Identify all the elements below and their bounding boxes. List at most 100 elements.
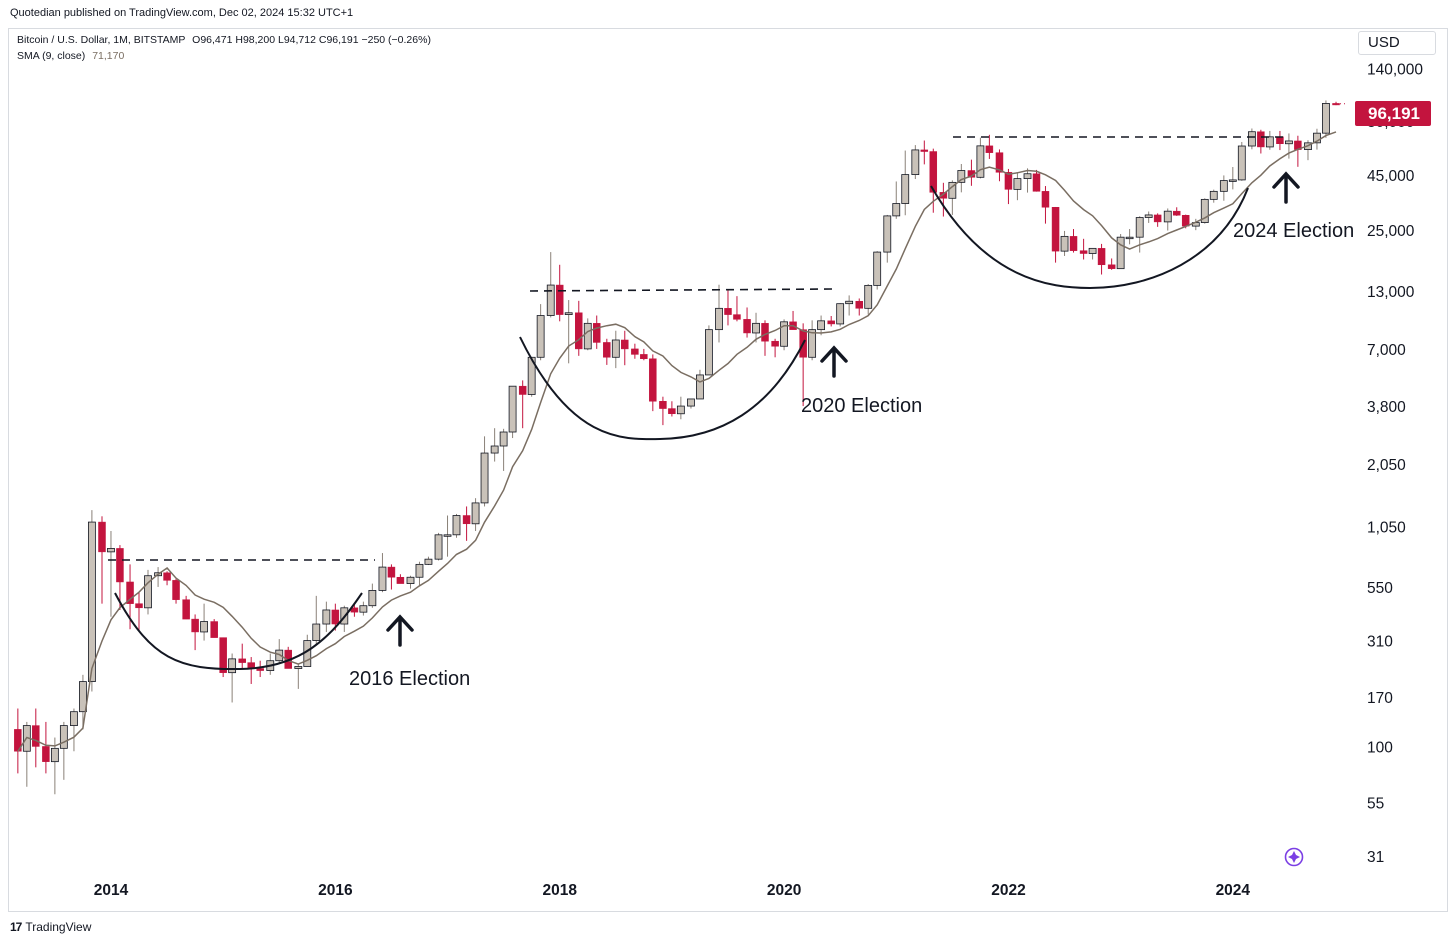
candle-body[interactable] [1060, 235, 1069, 252]
candle-body[interactable] [583, 322, 592, 350]
candle-body[interactable] [126, 581, 134, 604]
candle-body[interactable] [1247, 131, 1256, 147]
candle-body[interactable] [508, 385, 517, 433]
candle-body[interactable] [182, 599, 190, 620]
candle-body[interactable] [1013, 178, 1022, 190]
candle-body[interactable] [42, 746, 50, 762]
candle-body[interactable] [761, 323, 769, 342]
candle-body[interactable] [575, 312, 583, 350]
candle-body[interactable] [98, 521, 106, 553]
candle-body[interactable] [1257, 131, 1265, 148]
candle-body[interactable] [1228, 179, 1237, 182]
candle-body[interactable] [621, 339, 629, 350]
indicator-legend[interactable]: SMA (9, close) 71,170 [17, 50, 124, 62]
candle-body[interactable] [1200, 198, 1209, 223]
candle-body[interactable] [939, 192, 948, 199]
candle-body[interactable] [976, 145, 985, 178]
candle-body[interactable] [1172, 210, 1181, 216]
candle-body[interactable] [817, 320, 825, 331]
candle-body[interactable] [387, 566, 396, 578]
candle-body[interactable] [452, 515, 461, 536]
candle-body[interactable] [649, 358, 657, 402]
candle-body[interactable] [59, 725, 68, 749]
candle-body[interactable] [1004, 172, 1013, 190]
candle-body[interactable] [845, 300, 854, 305]
candle-body[interactable] [1097, 248, 1106, 266]
candle-body[interactable] [864, 284, 873, 309]
candle-body[interactable] [87, 521, 96, 682]
candle-body[interactable] [603, 342, 611, 358]
candle-body[interactable] [462, 515, 471, 525]
candle-body[interactable] [715, 307, 723, 331]
candle-body[interactable] [200, 621, 208, 633]
symbol-legend[interactable]: Bitcoin / U.S. Dollar, 1M, BITSTAMP O96,… [17, 34, 431, 46]
candle-body[interactable] [687, 398, 695, 407]
candle-body[interactable] [659, 401, 667, 409]
candle-body[interactable] [733, 314, 741, 320]
candle-body[interactable] [396, 576, 405, 584]
candle-body[interactable] [1069, 236, 1078, 251]
candle-body[interactable] [724, 308, 732, 315]
candle-body[interactable] [107, 548, 115, 553]
candle-body[interactable] [1322, 103, 1330, 134]
candle-body[interactable] [1088, 247, 1097, 254]
candle-body[interactable] [836, 303, 845, 325]
candle-body[interactable] [480, 452, 489, 504]
candle-body[interactable] [359, 605, 368, 613]
candle-body[interactable] [676, 405, 685, 415]
candle-body[interactable] [331, 609, 340, 625]
candle-body[interactable] [144, 575, 152, 609]
candle-body[interactable] [985, 145, 994, 153]
candle-body[interactable] [1153, 214, 1162, 223]
candle-body[interactable] [855, 300, 863, 309]
candle-body[interactable] [873, 251, 882, 286]
candle-body[interactable] [172, 580, 180, 600]
candle-body[interactable] [490, 445, 499, 454]
candle-body[interactable] [1041, 191, 1050, 208]
candle-body[interactable] [1313, 132, 1321, 144]
candle-body[interactable] [640, 354, 648, 360]
candle-body[interactable] [929, 151, 938, 193]
candle-body[interactable] [471, 502, 480, 525]
candle-body[interactable] [294, 666, 303, 669]
candle-body[interactable] [1125, 236, 1134, 240]
candle-body[interactable] [434, 534, 443, 560]
candle-body[interactable] [611, 339, 620, 358]
candle-body[interactable] [555, 284, 564, 315]
candle-body[interactable] [238, 658, 246, 663]
candle-body[interactable] [1116, 236, 1125, 270]
candle-body[interactable] [1023, 173, 1032, 180]
candle-body[interactable] [771, 340, 779, 347]
candle-body[interactable] [1209, 190, 1218, 200]
candle-body[interactable] [1051, 207, 1060, 252]
candle-body[interactable] [32, 725, 40, 747]
candle-body[interactable] [696, 374, 704, 400]
candle-body[interactable] [424, 558, 433, 565]
target-marker-icon[interactable] [1284, 847, 1304, 867]
candle-body[interactable] [1163, 210, 1172, 223]
candle-body[interactable] [191, 618, 199, 633]
footer-brand[interactable]: 17 TradingView [10, 920, 91, 934]
candle-body[interactable] [228, 658, 237, 674]
candle-body[interactable] [668, 408, 676, 415]
candle-body[interactable] [312, 623, 321, 641]
candle-body[interactable] [536, 315, 545, 358]
candle-body[interactable] [1181, 215, 1190, 227]
candle-body[interactable] [546, 284, 555, 316]
candle-body[interactable] [631, 348, 639, 355]
candle-body[interactable] [743, 319, 751, 334]
candle-body[interactable] [378, 566, 387, 591]
candle-body[interactable] [135, 603, 143, 609]
candle-body[interactable] [1219, 180, 1228, 192]
candle-body[interactable] [883, 215, 892, 253]
candle-body[interactable] [322, 609, 331, 625]
candle-body[interactable] [70, 711, 78, 726]
candle-body[interactable] [920, 149, 929, 152]
candle-body[interactable] [752, 322, 760, 334]
currency-selector[interactable]: USD [1358, 31, 1436, 55]
candle-body[interactable] [1107, 264, 1116, 269]
candle-body[interactable] [705, 329, 713, 376]
candle-body[interactable] [1332, 103, 1340, 106]
candle-body[interactable] [50, 747, 59, 763]
